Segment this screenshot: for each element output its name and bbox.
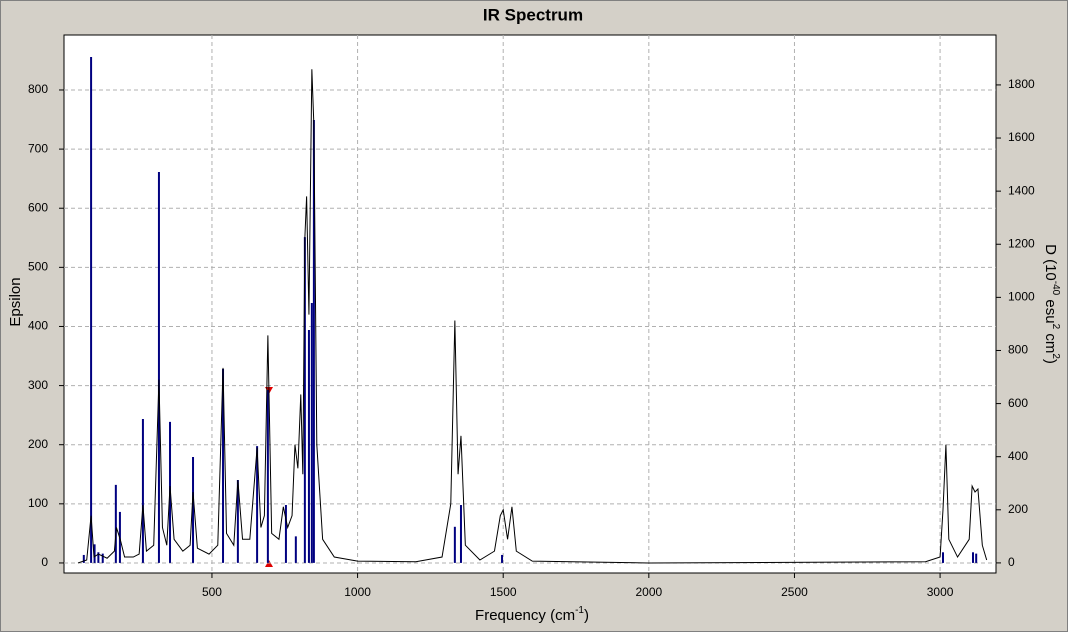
y2-axis-label: D (10-40 esu2 cm2) [1042,244,1061,364]
x-tick-label: 3000 [927,585,954,599]
y2-label-sup: 2 [1050,353,1061,359]
y2-label-sup: 2 [1050,324,1061,330]
y-tick-label: 400 [28,319,48,333]
y2-tick-label: 400 [1008,449,1028,463]
y-tick-label: 0 [41,555,48,569]
x-tick-label: 500 [202,585,222,599]
y2-label-part: ) [1042,359,1059,364]
y2-tick-label: 1400 [1008,183,1035,197]
y2-tick-label: 1000 [1008,290,1035,304]
selected-marker [265,560,273,567]
y-tick-label: 200 [28,437,48,451]
y-tick-label: 300 [28,378,48,392]
y2-tick-label: 0 [1008,555,1015,569]
x-label-part: ) [584,607,589,624]
y2-tick-label: 600 [1008,396,1028,410]
x-tick-label: 2500 [781,585,808,599]
x-label-sup: -1 [575,605,584,616]
y2-tick-label: 800 [1008,343,1028,357]
x-tick-label: 1000 [344,585,371,599]
x-tick-label: 1500 [490,585,517,599]
spectrum-line [77,69,988,564]
y2-tick-label: 1800 [1008,77,1035,91]
y2-label-sup: -40 [1050,281,1061,296]
y-tick-label: 100 [28,496,48,510]
x-axis-label: Frequency (cm-1) [475,605,589,624]
y-tick-label: 800 [28,82,48,96]
y-tick-label: 600 [28,200,48,214]
y-tick-label: 700 [28,141,48,155]
y-tick-label: 500 [28,260,48,274]
y2-label-part: esu [1042,295,1059,323]
x-tick-label: 2000 [635,585,662,599]
y2-tick-label: 1600 [1008,130,1035,144]
chart-title: IR Spectrum [483,5,583,24]
plot-area [63,34,997,574]
y2-label-part: cm [1042,329,1059,353]
y2-tick-label: 1200 [1008,236,1035,250]
y2-tick-label: 200 [1008,502,1028,516]
y-axis-label: Epsilon [7,277,24,326]
y2-label-part: D (10 [1042,244,1059,281]
x-label-part: Frequency (cm [475,607,575,624]
